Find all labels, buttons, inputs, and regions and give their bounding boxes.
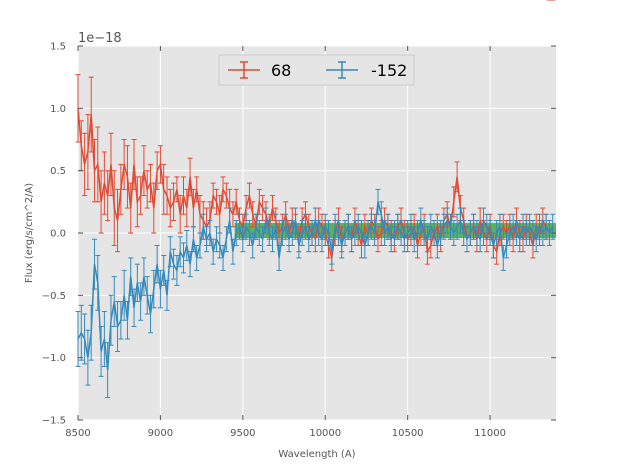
x-tick-label: 11000 xyxy=(474,428,506,439)
y-tick-label: −1.0 xyxy=(42,353,66,364)
legend-entry-68: 68 xyxy=(228,61,291,80)
x-tick-label: 10500 xyxy=(392,428,424,439)
y-offset-label: 1e−18 xyxy=(78,31,122,46)
x-tick-label: 9000 xyxy=(148,428,173,439)
series-line-1 xyxy=(77,201,554,371)
legend: 68 -152 xyxy=(218,54,415,86)
legend-label-68: 68 xyxy=(271,61,291,80)
x-axis-label: Wavelength (A) xyxy=(278,449,355,460)
x-axis-ticks: 8500 9000 9500 10000 10500 11000 xyxy=(65,46,506,439)
x-tick-label: 8500 xyxy=(65,428,90,439)
x-tick-label: 9500 xyxy=(230,428,255,439)
y-tick-label: −1.5 xyxy=(42,416,66,427)
y-tick-label: −0.5 xyxy=(42,291,66,302)
series-layer xyxy=(75,0,556,399)
y-axis-label: Flux (erg/s/cm^2/A) xyxy=(24,183,35,283)
x-tick-label: 10000 xyxy=(309,428,341,439)
legend-entry-minus-152: -152 xyxy=(326,61,407,80)
series-1 xyxy=(75,188,556,399)
y-tick-label: 0.0 xyxy=(50,229,66,240)
y-tick-label: 1.5 xyxy=(50,42,66,53)
y-axis-ticks: −1.5 −1.0 −0.5 0.0 0.5 1.0 1.5 xyxy=(42,42,556,427)
legend-label-minus-152: -152 xyxy=(371,61,407,80)
y-tick-label: 1.0 xyxy=(50,104,66,115)
y-tick-label: 0.5 xyxy=(50,166,66,177)
